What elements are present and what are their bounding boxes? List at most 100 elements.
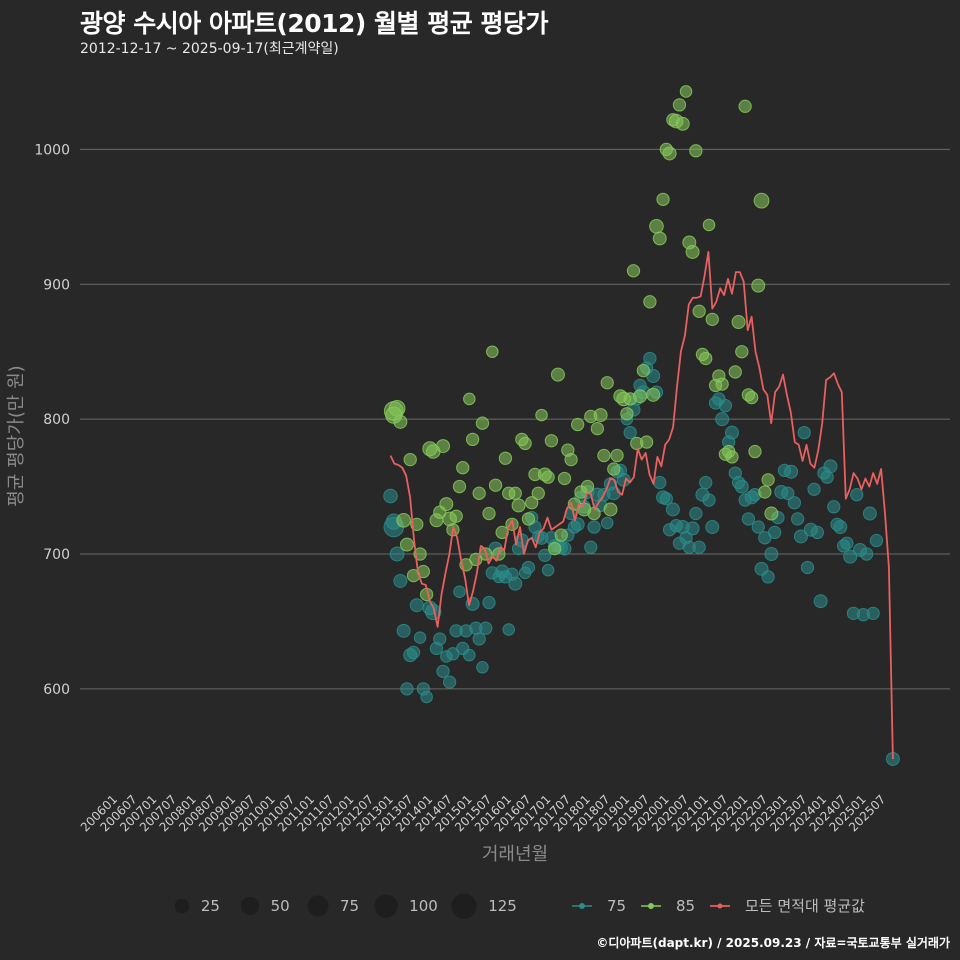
data-point-75 bbox=[781, 486, 795, 500]
data-point-85 bbox=[488, 478, 503, 492]
legend-key-dot bbox=[648, 903, 654, 909]
data-point-75 bbox=[479, 621, 493, 635]
data-point-85 bbox=[735, 345, 749, 359]
data-point-85 bbox=[472, 486, 486, 500]
data-point-75 bbox=[521, 560, 536, 575]
data-point-75 bbox=[761, 570, 775, 584]
data-point-85 bbox=[761, 473, 775, 487]
data-point-85 bbox=[557, 471, 572, 486]
data-point-85 bbox=[758, 485, 772, 499]
data-point-75 bbox=[425, 603, 442, 621]
size-legend-dot bbox=[374, 894, 398, 918]
data-point-75 bbox=[584, 540, 598, 554]
data-point-75 bbox=[751, 520, 765, 534]
size-legend-dot bbox=[240, 896, 260, 916]
data-point-85 bbox=[748, 444, 762, 459]
data-point-75 bbox=[508, 576, 523, 591]
average-line bbox=[389, 250, 894, 760]
data-point-75 bbox=[764, 547, 779, 561]
legend-label: 75 bbox=[607, 897, 626, 915]
data-point-85 bbox=[571, 417, 585, 432]
size-legend-label: 25 bbox=[201, 897, 220, 915]
data-point-75 bbox=[859, 547, 874, 561]
data-point-75 bbox=[400, 682, 414, 696]
chart-subtitle: 2012-12-17 ~ 2025-09-17(최근계약일) bbox=[80, 41, 339, 57]
data-point-85 bbox=[636, 363, 650, 378]
data-point-85 bbox=[564, 452, 578, 467]
data-point-85 bbox=[672, 98, 687, 112]
data-point-75 bbox=[692, 540, 706, 554]
data-point-85 bbox=[633, 389, 648, 404]
data-point-85 bbox=[388, 399, 406, 417]
data-point-75 bbox=[843, 549, 858, 564]
data-point-85 bbox=[452, 479, 467, 494]
y-tick-label: 900 bbox=[43, 277, 70, 293]
data-point-75 bbox=[463, 648, 476, 662]
data-point-85 bbox=[675, 116, 690, 131]
data-point-85 bbox=[521, 512, 536, 526]
data-point-75 bbox=[866, 606, 880, 620]
data-point-75 bbox=[643, 351, 657, 366]
data-point-75 bbox=[741, 512, 756, 526]
data-point-85 bbox=[436, 439, 451, 454]
data-point-85 bbox=[550, 367, 565, 382]
y-tick-label: 800 bbox=[43, 412, 70, 428]
data-point-75 bbox=[793, 529, 808, 544]
data-point-75 bbox=[476, 661, 489, 674]
data-point-75 bbox=[538, 548, 552, 562]
data-point-75 bbox=[869, 533, 884, 548]
data-point-85 bbox=[456, 461, 470, 475]
data-point-85 bbox=[753, 192, 770, 209]
data-point-75 bbox=[606, 486, 621, 501]
data-point-85 bbox=[449, 509, 463, 523]
data-point-85 bbox=[548, 541, 562, 556]
data-point-85 bbox=[662, 146, 677, 161]
data-point-75 bbox=[541, 563, 555, 577]
legend-label: 모든 면적대 평균값 bbox=[745, 897, 865, 915]
data-point-75 bbox=[409, 598, 424, 613]
y-tick-label: 700 bbox=[43, 547, 70, 563]
data-point-85 bbox=[689, 144, 703, 158]
legend-label: 85 bbox=[676, 897, 695, 915]
data-point-85 bbox=[525, 496, 539, 510]
data-point-85 bbox=[531, 486, 545, 500]
data-point-85 bbox=[692, 304, 706, 318]
size-legend-label: 75 bbox=[340, 897, 359, 915]
data-point-85 bbox=[702, 218, 716, 232]
data-point-75 bbox=[406, 645, 421, 660]
y-tick-label: 600 bbox=[43, 682, 70, 698]
legend-key-dot bbox=[579, 903, 585, 909]
legend-key-dot bbox=[717, 903, 723, 909]
data-point-75 bbox=[413, 631, 427, 644]
data-point-85 bbox=[639, 435, 654, 449]
data-point-75 bbox=[699, 475, 713, 490]
data-point-85 bbox=[482, 506, 496, 521]
data-point-85 bbox=[607, 462, 621, 476]
data-point-75 bbox=[600, 516, 614, 530]
data-point-75 bbox=[659, 492, 673, 506]
size-legend-label: 50 bbox=[271, 897, 290, 915]
data-point-85 bbox=[652, 231, 667, 246]
y-axis-label: 평균 평당가(만 원) bbox=[6, 365, 27, 506]
data-point-75 bbox=[689, 506, 703, 521]
data-point-75 bbox=[702, 493, 716, 507]
size-legend-dot bbox=[307, 895, 329, 917]
data-point-85 bbox=[544, 434, 559, 448]
data-point-85 bbox=[705, 312, 719, 326]
data-point-75 bbox=[734, 479, 749, 494]
data-point-75 bbox=[850, 488, 864, 502]
data-point-75 bbox=[653, 475, 667, 490]
data-point-75 bbox=[453, 585, 466, 599]
data-point-85 bbox=[508, 486, 522, 500]
data-point-75 bbox=[787, 496, 802, 510]
data-point-75 bbox=[797, 425, 811, 440]
data-point-85 bbox=[580, 479, 595, 494]
data-point-75 bbox=[823, 459, 838, 474]
data-point-75 bbox=[718, 399, 733, 413]
data-point-85 bbox=[590, 421, 605, 436]
data-point-75 bbox=[791, 512, 805, 526]
data-point-85 bbox=[603, 502, 618, 517]
data-point-85 bbox=[649, 218, 664, 234]
data-point-85 bbox=[486, 345, 499, 358]
